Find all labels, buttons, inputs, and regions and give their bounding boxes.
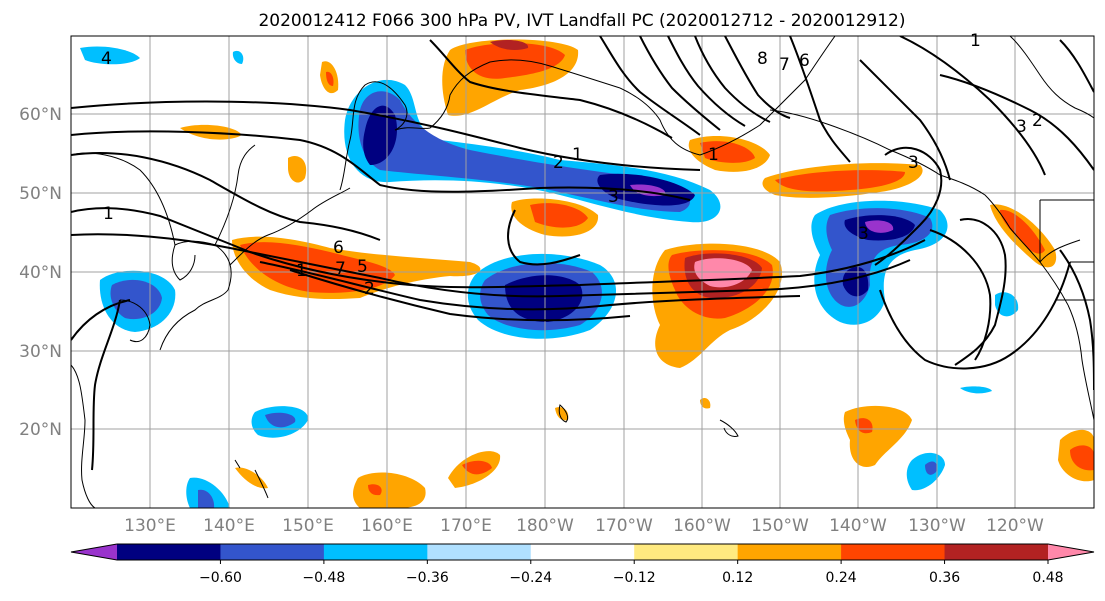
map-frame <box>70 35 1095 509</box>
contour-label: 7 <box>779 55 790 75</box>
contour-label: 1 <box>103 204 114 224</box>
colorbar-tick-label: 0.48 <box>1032 570 1063 586</box>
latitude-labels: 60°N 50°N 40°N 30°N 20°N <box>19 105 62 440</box>
contour-label: 1 <box>970 31 981 51</box>
pv-negative-region <box>110 279 162 320</box>
pv-positive-region <box>326 71 334 86</box>
lon-label: 140°E <box>203 516 255 536</box>
pv-positive-region <box>490 40 529 50</box>
lon-label: 160°E <box>361 516 413 536</box>
pv-positive-region <box>700 141 755 163</box>
pv-negative-region <box>865 220 894 233</box>
contour-label: 1 <box>572 145 583 165</box>
contour-label: 4 <box>101 49 112 69</box>
longitude-labels: 130°E 140°E 150°E 160°E 170°E 180°W 170°… <box>124 516 1044 536</box>
pv-negative-region <box>925 461 938 475</box>
pv-negative-region <box>906 452 945 491</box>
colorbar-segment <box>117 544 221 560</box>
pv-positive-region <box>1000 209 1045 254</box>
graticule <box>71 36 1094 508</box>
contour-label: 8 <box>757 49 768 69</box>
colorbar-extend-min <box>71 544 117 560</box>
contour-label: 7 <box>335 259 346 279</box>
colorbar-segment <box>323 544 428 560</box>
colorbar: −0.60 −0.48 −0.36 −0.24 −0.12 0.12 0.24 0.36 0.4… <box>70 543 1095 586</box>
pv-negative-region <box>80 46 140 65</box>
pv-positive-region <box>462 460 492 475</box>
colorbar-tick-label: 0.24 <box>826 570 857 586</box>
contour-label: 3 <box>608 187 619 207</box>
colorbar-tick-label: −0.36 <box>406 570 449 586</box>
ivt-contours <box>71 36 1094 471</box>
colorbar-tick-label: 0.36 <box>929 570 960 586</box>
colorbar-segment <box>427 544 532 560</box>
lon-label: 140°W <box>829 516 887 536</box>
colorbar-segment <box>530 544 635 560</box>
pv-positive-region <box>368 484 382 496</box>
pv-positive-region <box>288 156 307 183</box>
pv-negative-region <box>232 50 244 64</box>
lat-label: 40°N <box>19 263 62 283</box>
colorbar-tick-label: 0.12 <box>722 570 753 586</box>
contour-label: 2 <box>1032 111 1043 131</box>
lon-label: 170°W <box>595 516 653 536</box>
lon-label: 170°E <box>440 516 492 536</box>
pv-negative-region <box>960 386 992 394</box>
colorbar-segment <box>220 544 325 560</box>
contour-label: 5 <box>357 257 368 277</box>
lon-label: 160°W <box>673 516 731 536</box>
colorbar-segment <box>737 544 842 560</box>
colorbar-segment <box>944 544 1049 560</box>
pv-positive-region <box>700 397 711 409</box>
contour-label: 3 <box>1016 117 1027 137</box>
pv-positive-region <box>465 43 565 79</box>
lon-label: 130°E <box>124 516 176 536</box>
contour-label: 3 <box>858 224 869 244</box>
lon-label: 130°W <box>908 516 966 536</box>
pv-positive-region <box>1070 445 1094 471</box>
pv-negative-region <box>265 412 296 428</box>
contour-label: 1 <box>296 261 307 281</box>
lon-label: 180°W <box>516 516 574 536</box>
ivt-contour-labels: 4 1 1 6 5 7 2 3 8 7 6 1 2 1 1 2 3 3 3 <box>101 31 1043 299</box>
colorbar-segment <box>841 544 946 560</box>
pv-positive-region <box>240 242 395 293</box>
colorbar-segment <box>634 544 739 560</box>
pv-negative-region <box>363 105 398 165</box>
map-panel: 4 1 1 6 5 7 2 3 8 7 6 1 2 1 1 2 3 3 3 <box>70 31 1095 509</box>
lon-label: 120°W <box>986 516 1044 536</box>
pv-positive-region <box>235 467 268 489</box>
lon-label: 150°E <box>282 516 334 536</box>
lat-label: 30°N <box>19 342 62 362</box>
colorbar-tick-label: −0.60 <box>199 570 242 586</box>
contour-label: 6 <box>333 238 344 258</box>
figure-title: 2020012412 F066 300 hPa PV, IVT Landfall… <box>258 11 905 31</box>
lon-label: 150°W <box>751 516 809 536</box>
lat-label: 50°N <box>19 184 62 204</box>
lat-label: 20°N <box>19 420 62 440</box>
contour-label: 1 <box>708 145 719 165</box>
pv-positive-region <box>353 472 426 508</box>
pv-negative-region <box>198 489 215 508</box>
colorbar-tick-label: −0.24 <box>509 570 552 586</box>
pv-negative-region <box>842 266 869 297</box>
contour-label: 2 <box>364 279 375 299</box>
pv-positive-region <box>775 170 905 192</box>
colorbar-tick-label: −0.48 <box>302 570 345 586</box>
contour-label: 6 <box>799 51 810 71</box>
colorbar-tick-label: −0.12 <box>613 570 656 586</box>
contour-label: 3 <box>908 153 919 173</box>
lat-label: 60°N <box>19 105 62 125</box>
colorbar-extend-max <box>1048 544 1094 560</box>
contour-label: 2 <box>553 153 564 173</box>
